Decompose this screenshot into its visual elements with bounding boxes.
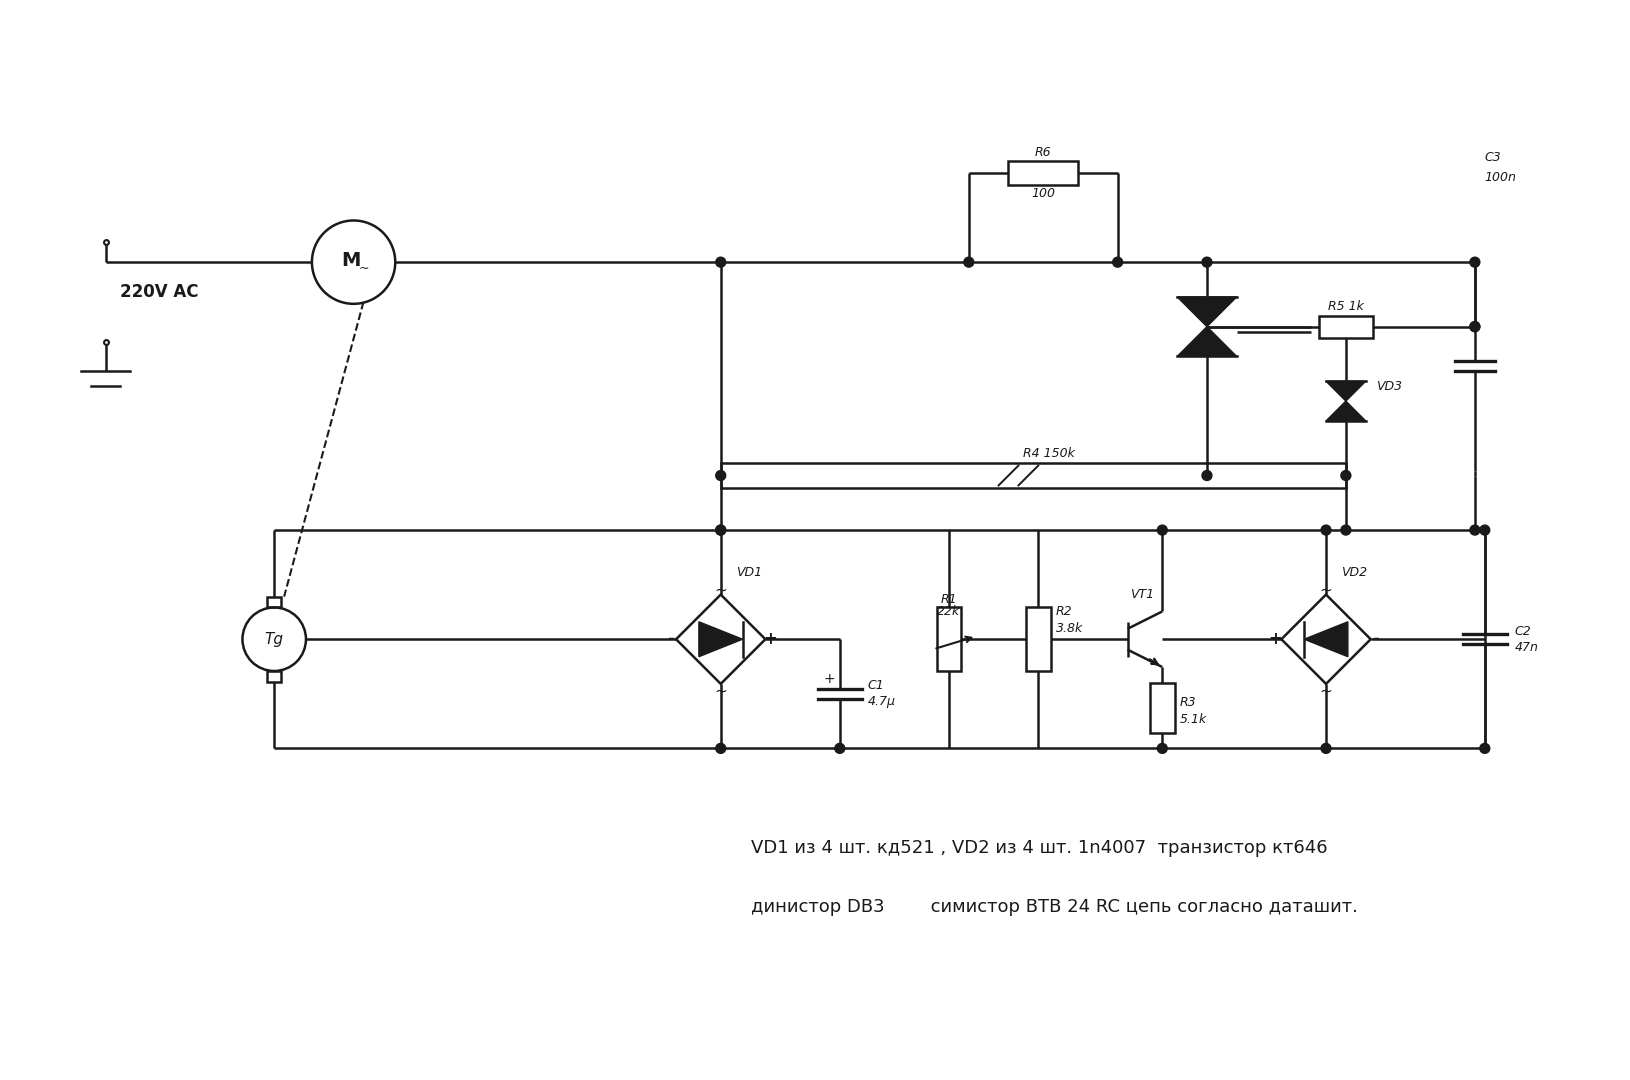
Text: R6: R6 <box>1035 146 1051 159</box>
Text: ~: ~ <box>359 261 368 274</box>
Text: R2: R2 <box>1056 606 1073 619</box>
Circle shape <box>716 525 725 535</box>
Text: +: + <box>763 631 778 648</box>
Circle shape <box>835 743 844 754</box>
Text: +: + <box>823 672 835 686</box>
Bar <box>267 596 280 607</box>
Text: M: M <box>341 251 360 270</box>
Polygon shape <box>1304 622 1348 657</box>
Text: ~: ~ <box>1320 582 1332 597</box>
Text: VD1 из 4 шт. кд521 , VD2 из 4 шт. 1n4007  транзистор кт646: VD1 из 4 шт. кд521 , VD2 из 4 шт. 1n4007… <box>750 838 1327 856</box>
Text: ~: ~ <box>1320 684 1332 699</box>
Text: R1: R1 <box>941 593 957 606</box>
Circle shape <box>1480 743 1490 754</box>
Polygon shape <box>699 622 743 657</box>
Text: C2: C2 <box>1514 625 1531 638</box>
Text: VD3: VD3 <box>1376 380 1402 393</box>
Polygon shape <box>1177 326 1237 356</box>
Circle shape <box>716 743 725 754</box>
Circle shape <box>1113 257 1123 267</box>
Circle shape <box>1341 525 1351 535</box>
Text: R3: R3 <box>1180 697 1196 710</box>
Text: 3.8k: 3.8k <box>1056 622 1082 635</box>
Circle shape <box>1470 322 1480 332</box>
Text: -: - <box>667 631 673 648</box>
Bar <box>1025 607 1051 672</box>
Polygon shape <box>1327 381 1366 401</box>
Circle shape <box>1320 525 1332 535</box>
Text: C3: C3 <box>1485 151 1501 164</box>
Circle shape <box>1201 257 1213 267</box>
Circle shape <box>1157 525 1167 535</box>
Bar <box>1149 683 1175 732</box>
Text: +: + <box>1268 631 1283 648</box>
Bar <box>720 462 1346 488</box>
Circle shape <box>963 257 973 267</box>
Text: ~: ~ <box>714 582 727 597</box>
Circle shape <box>1341 471 1351 481</box>
Polygon shape <box>1327 401 1366 421</box>
Text: R4 150k: R4 150k <box>1024 447 1076 460</box>
Circle shape <box>716 471 725 481</box>
Bar <box>937 607 962 672</box>
Text: VD1: VD1 <box>735 566 761 579</box>
Circle shape <box>1201 471 1213 481</box>
Bar <box>267 671 280 681</box>
Circle shape <box>1470 525 1480 535</box>
Text: VD2: VD2 <box>1341 566 1368 579</box>
Text: 100: 100 <box>1032 187 1055 200</box>
Text: 4.7μ: 4.7μ <box>867 696 895 708</box>
Text: 100n: 100n <box>1485 172 1516 185</box>
Text: R5 1k: R5 1k <box>1328 300 1364 313</box>
Text: 220V AC: 220V AC <box>121 283 199 301</box>
Bar <box>1319 315 1372 338</box>
Circle shape <box>716 525 725 535</box>
Text: Tg: Tg <box>264 632 284 647</box>
Polygon shape <box>1177 297 1237 326</box>
Circle shape <box>1320 743 1332 754</box>
Text: VT1: VT1 <box>1130 589 1154 602</box>
Text: 22k: 22k <box>937 606 960 619</box>
Circle shape <box>716 257 725 267</box>
Circle shape <box>1157 743 1167 754</box>
Text: 5.1k: 5.1k <box>1180 713 1206 726</box>
Circle shape <box>1470 257 1480 267</box>
Text: 47n: 47n <box>1514 640 1539 653</box>
Bar <box>1009 161 1077 185</box>
Circle shape <box>1470 322 1480 332</box>
Text: динистор DB3        симистор BTB 24 RC цепь согласно даташит.: динистор DB3 симистор BTB 24 RC цепь сог… <box>750 899 1358 916</box>
Circle shape <box>1480 525 1490 535</box>
Text: ~: ~ <box>714 684 727 699</box>
Text: C1: C1 <box>867 679 885 692</box>
Text: -: - <box>1372 631 1379 648</box>
